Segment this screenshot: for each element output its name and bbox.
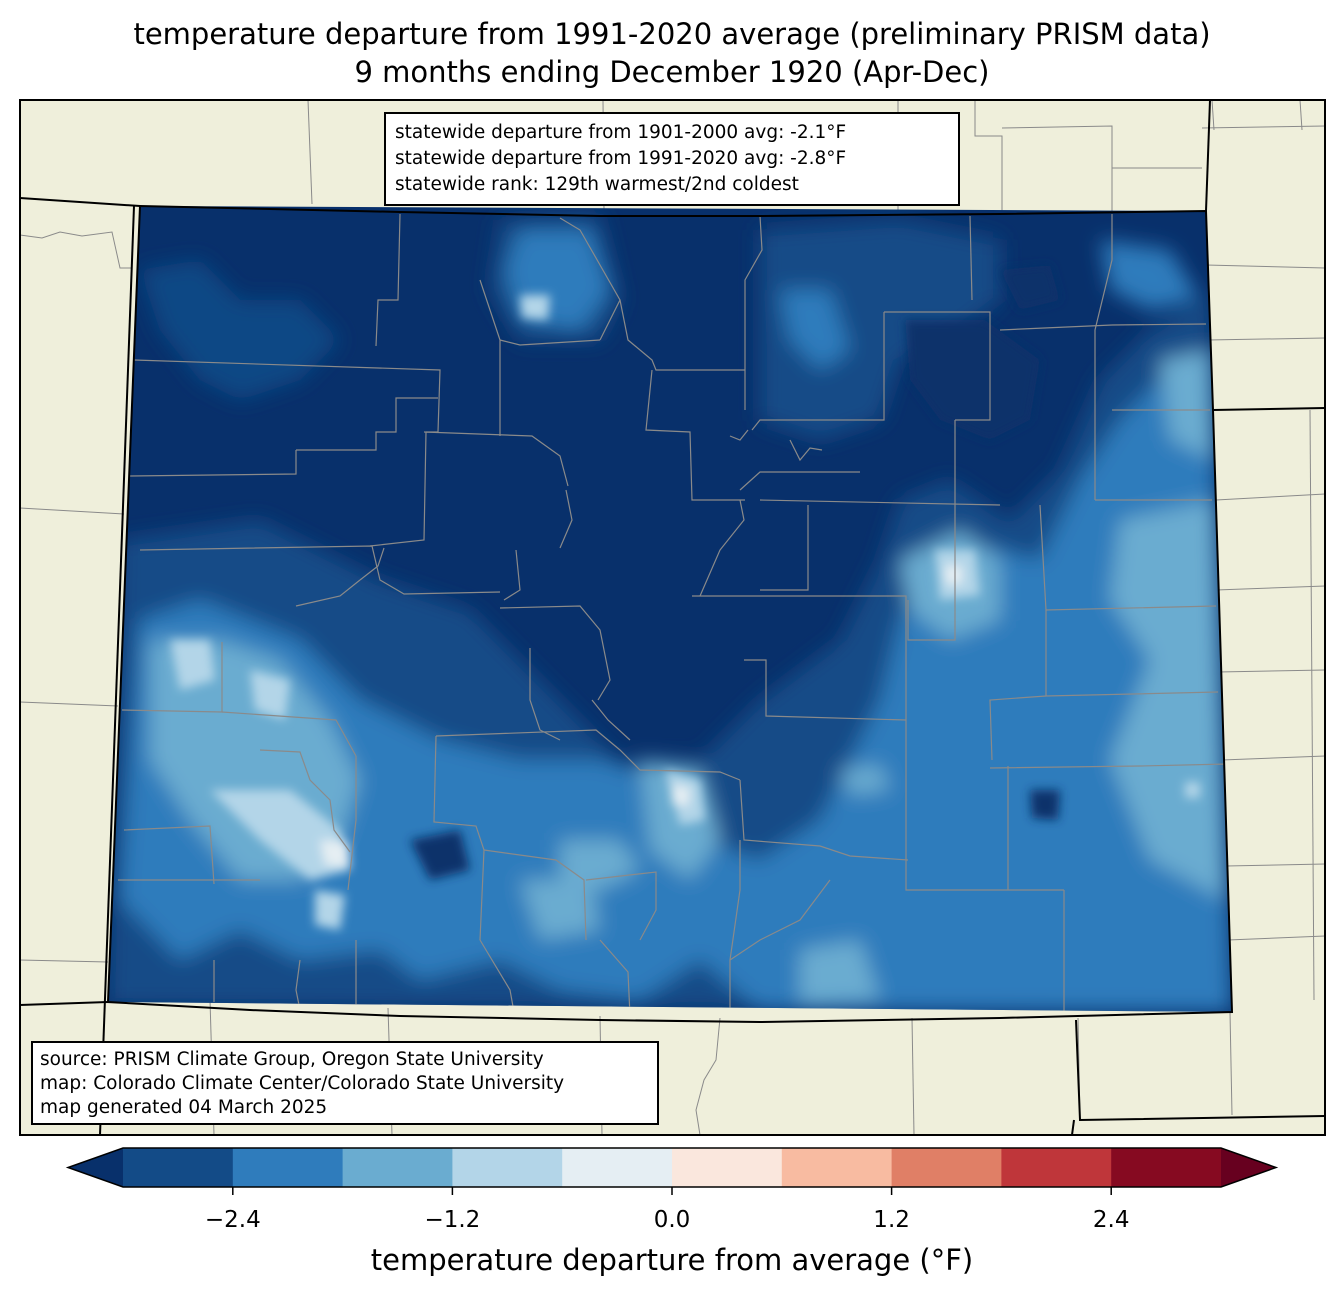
colorbar-segment: [1001, 1148, 1112, 1187]
colorbar-segment: [232, 1148, 344, 1187]
stat-departure-1901-2000: statewide departure from 1901-2000 avg: …: [395, 122, 847, 143]
colorbar-tick-label: −2.4: [204, 1207, 261, 1233]
colorbar-label: temperature departure from average (°F): [370, 1243, 974, 1277]
source-line: source: PRISM Climate Group, Oregon Stat…: [40, 1049, 544, 1070]
colorbar-outline: [65, 1147, 1279, 1188]
map-credit-line: map: Colorado Climate Center/Colorado St…: [40, 1073, 565, 1094]
colorbar-segment: [562, 1148, 673, 1187]
map-frame: [19, 99, 1326, 1136]
state-borders: [20, 100, 1325, 1135]
colorbar-extend-high: [1221, 1148, 1276, 1187]
stat-departure-1991-2020: statewide departure from 1991-2020 avg: …: [395, 148, 847, 169]
colorbar-segment: [891, 1148, 1002, 1187]
colorbar-tick-label: 2.4: [1092, 1207, 1130, 1233]
colorbar-segment: [123, 1148, 234, 1187]
colorbar-tick-label: 1.2: [873, 1207, 910, 1233]
colorbar-segment: [1111, 1148, 1222, 1187]
colorado-border: [106, 204, 1234, 1024]
colorbar-segment: [781, 1148, 893, 1187]
generated-date-line: map generated 04 March 2025: [40, 1097, 328, 1118]
map-title-line1: temperature departure from 1991-2020 ave…: [133, 17, 1211, 51]
stat-rank: statewide rank: 129th warmest/2nd coldes…: [395, 174, 799, 195]
colorbar-segment: [452, 1148, 563, 1187]
source-box: source: PRISM Climate Group, Oregon Stat…: [31, 1041, 659, 1125]
colorado-county-lines: [118, 213, 1229, 1012]
colorbar-tick-label: −1.2: [424, 1207, 481, 1233]
statewide-stats-box: statewide departure from 1901-2000 avg: …: [384, 112, 960, 206]
colorbar-segment: [342, 1148, 453, 1187]
temperature-field: [108, 206, 1232, 1012]
colorbar-tick-label: 0.0: [653, 1207, 691, 1233]
map-title-line2: 9 months ending December 1920 (Apr-Dec): [354, 55, 990, 89]
colorbar: [65, 1147, 1279, 1195]
colorbar-segment: [672, 1148, 783, 1187]
colorbar-extend-low: [68, 1148, 123, 1187]
